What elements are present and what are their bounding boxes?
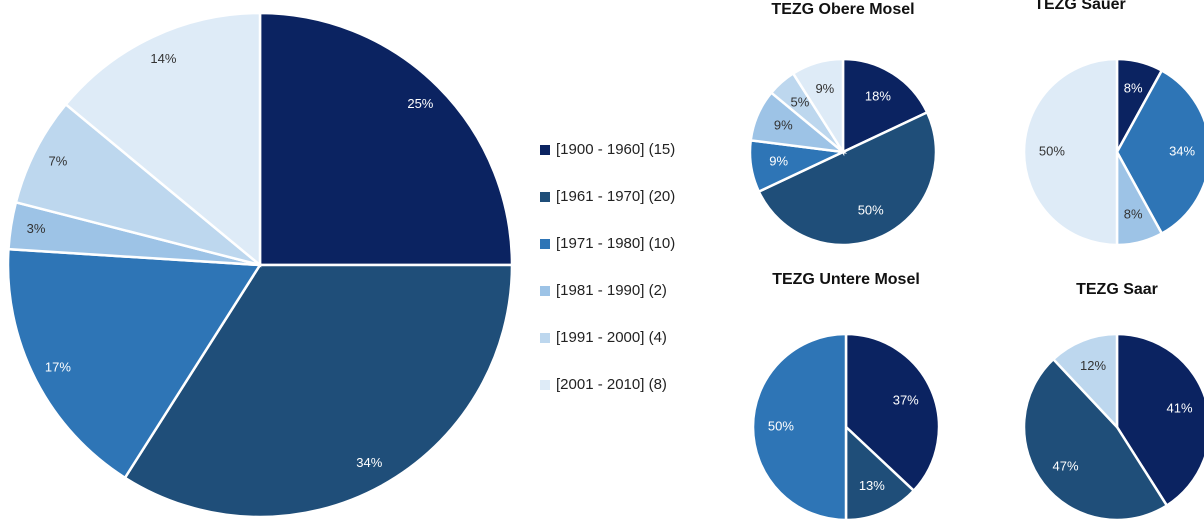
data-label: 3% <box>27 221 46 236</box>
legend-label: [1971 - 1980] (10) <box>556 235 675 252</box>
legend-marker <box>540 145 550 155</box>
data-label: 7% <box>49 153 68 168</box>
data-label: 50% <box>858 202 884 217</box>
pie-slice <box>1115 332 1204 508</box>
pie-slice <box>14 102 261 267</box>
legend-label: [1991 - 2000] (4) <box>556 329 667 346</box>
data-label: 25% <box>407 96 433 111</box>
data-label: 50% <box>768 418 794 433</box>
data-label: 47% <box>1053 458 1079 473</box>
legend-label: [2001 - 2010] (8) <box>556 376 667 393</box>
pie-slice <box>1051 332 1119 431</box>
pie-slice <box>1022 57 1119 247</box>
data-label: 17% <box>45 359 71 374</box>
pie-slice <box>1022 357 1169 522</box>
pie-slice <box>1115 68 1204 236</box>
pie-slice <box>123 263 514 519</box>
pie-slice <box>6 247 263 480</box>
legend-marker <box>540 192 550 202</box>
chart-title: TEZG Sauer <box>1034 0 1126 13</box>
data-label: 9% <box>769 154 788 169</box>
legend-marker <box>540 333 550 343</box>
data-label: 13% <box>859 478 885 493</box>
data-label: 5% <box>791 95 810 110</box>
legend-marker <box>540 239 550 249</box>
pie-slice <box>844 332 941 493</box>
chart-title: TEZG Saar <box>1076 281 1158 298</box>
chart-title: TEZG Untere Mosel <box>772 271 920 288</box>
data-label: 37% <box>893 393 919 408</box>
data-label: 18% <box>865 88 891 103</box>
legend-marker <box>540 286 550 296</box>
pie-slice <box>64 11 262 268</box>
data-label: 14% <box>150 51 176 66</box>
data-label: 41% <box>1166 400 1192 415</box>
pie-slice <box>841 57 929 154</box>
pie-slice <box>791 57 845 157</box>
data-label: 34% <box>1169 143 1195 158</box>
legend-label: [1900 - 1960] (15) <box>556 141 675 158</box>
legend-label: [1981 - 1990] (2) <box>556 282 667 299</box>
pie-slice <box>844 424 916 522</box>
data-label: 12% <box>1080 358 1106 373</box>
data-label: 9% <box>815 81 834 96</box>
legend-marker <box>540 380 550 390</box>
pie-slice <box>757 110 938 247</box>
data-label: 8% <box>1124 80 1143 95</box>
data-label: 8% <box>1124 206 1143 221</box>
data-label: 50% <box>1039 143 1065 158</box>
chart-title: TEZG Obere Mosel <box>771 1 914 18</box>
data-label: 34% <box>356 455 382 470</box>
legend-label: [1961 - 1970] (20) <box>556 188 675 205</box>
pie-slice <box>258 11 514 267</box>
data-label: 9% <box>774 118 793 133</box>
pie-slice <box>751 332 848 522</box>
